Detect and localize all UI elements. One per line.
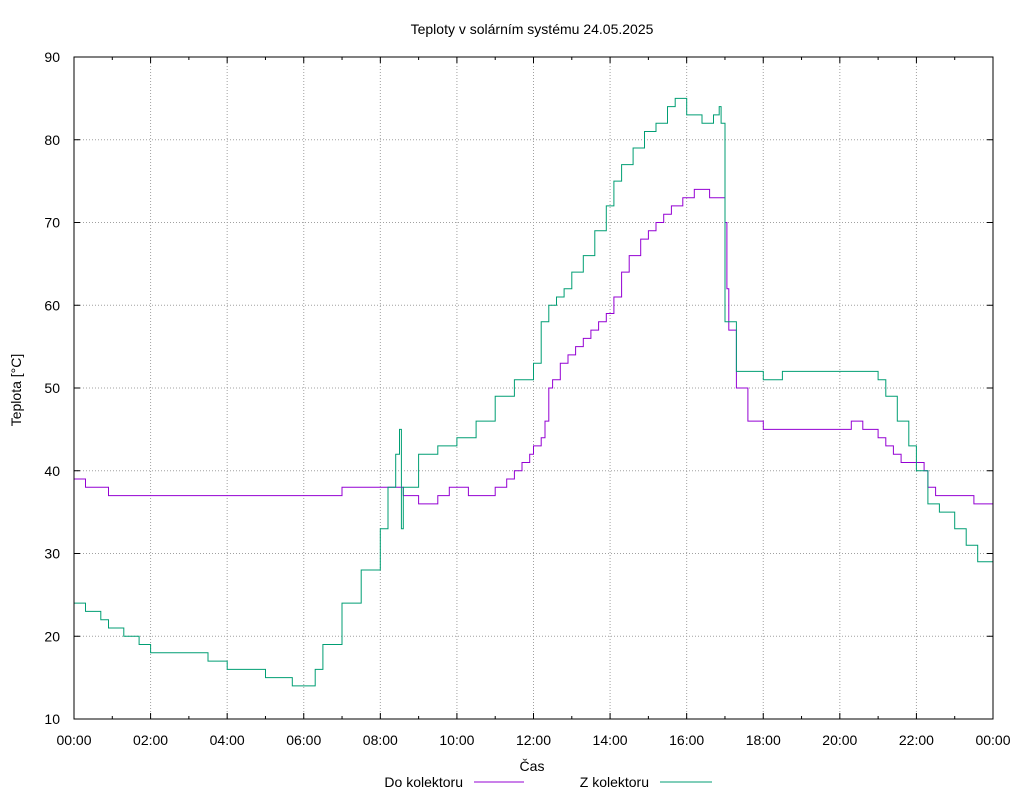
legend-item-do-kolektoru: Do kolektoru [384, 774, 524, 790]
y-tick-label: 30 [44, 546, 60, 562]
x-tick-label: 00:00 [975, 732, 1010, 748]
y-tick-label: 90 [44, 49, 60, 65]
x-tick-label: 16:00 [669, 732, 704, 748]
series-lines [74, 97, 994, 687]
axis-ticks: 10 20 30 40 50 60 70 80 90 00:00 02:00 04:00 06:00 08… [44, 49, 1010, 748]
x-tick-label: 04:00 [210, 732, 245, 748]
y-tick-label: 60 [44, 297, 60, 313]
x-tick-label: 06:00 [286, 732, 321, 748]
x-tick-label: 00:00 [56, 732, 91, 748]
series-line-do-kolektoru [74, 188, 993, 505]
x-tick-label: 18:00 [746, 732, 781, 748]
x-tick-label: 20:00 [822, 732, 857, 748]
y-tick-label: 10 [44, 711, 60, 727]
y-tick-label: 20 [44, 628, 60, 644]
x-tick-label: 02:00 [133, 732, 168, 748]
y-tick-label: 50 [44, 380, 60, 396]
grid-lines [74, 57, 993, 719]
y-tick-label: 40 [44, 463, 60, 479]
y-tick-label: 80 [44, 132, 60, 148]
legend-item-z-kolektoru: Z kolektoru [580, 774, 712, 790]
x-tick-label: 10:00 [439, 732, 474, 748]
legend: Do kolektoru Z kolektoru [384, 774, 712, 790]
x-tick-label: 12:00 [516, 732, 551, 748]
x-axis-label: Čas [520, 758, 545, 774]
chart-title: Teploty v solárním systému 24.05.2025 [411, 21, 654, 37]
legend-label-z-kolektoru: Z kolektoru [580, 774, 649, 790]
x-tick-label: 14:00 [593, 732, 628, 748]
x-tick-label: 22:00 [899, 732, 934, 748]
y-axis-label: Teplota [°C] [8, 354, 24, 427]
series-line-z-kolektoru [74, 97, 994, 687]
y-tick-label: 70 [44, 215, 60, 231]
plot-frame [73, 56, 994, 720]
x-tick-label: 08:00 [363, 732, 398, 748]
legend-label-do-kolektoru: Do kolektoru [384, 774, 463, 790]
